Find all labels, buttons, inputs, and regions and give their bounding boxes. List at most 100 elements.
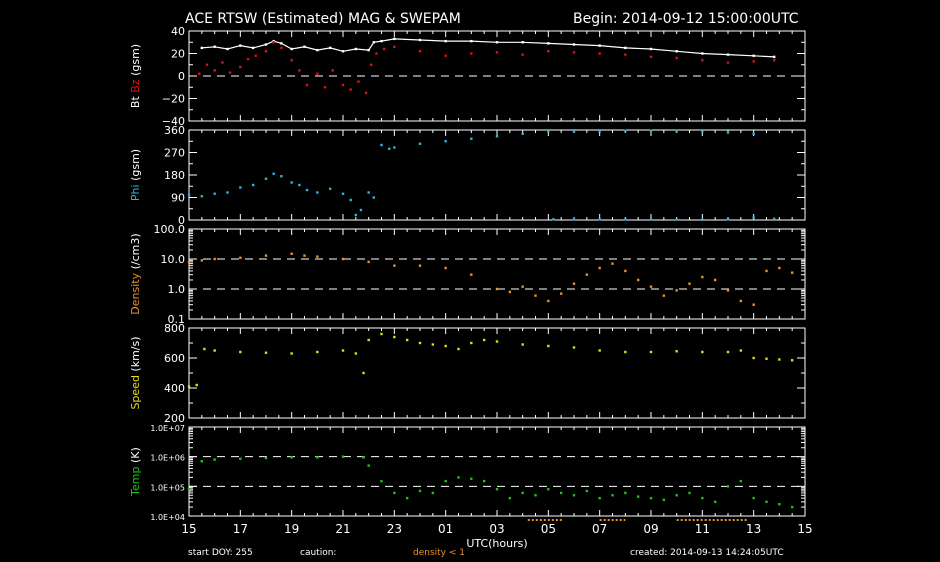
phi-phi-point <box>372 196 375 199</box>
panel-mag: 40 20 0 −20 −40 Bt Bz (gsm) <box>129 25 806 128</box>
chart-title: ACE RTSW (Estimated) MAG & SWEPAM <box>185 11 461 27</box>
density-density-point <box>726 289 730 292</box>
phi-phi-point <box>251 183 255 187</box>
temp-temp-point <box>431 491 435 495</box>
temp-temp-point <box>264 456 268 460</box>
mag-bz-point <box>272 41 275 44</box>
density-density-point <box>290 252 293 255</box>
speed-speed-point <box>701 350 704 354</box>
temp-y-tick-label: 1.0E+06 <box>150 454 185 463</box>
mag-y-tick-label: 0 <box>178 70 185 83</box>
mag-bt-point <box>303 45 306 48</box>
mag-y-tick-label: 40 <box>171 25 185 38</box>
phi-phi-point <box>354 213 358 217</box>
mag-bt-point <box>372 41 375 44</box>
density-density-point <box>495 287 499 291</box>
density-y-label-part: (/cm3) <box>129 233 142 273</box>
mag-bz-point <box>649 55 653 59</box>
phi-phi-point <box>675 218 678 221</box>
mag-bz-point <box>213 69 216 72</box>
mag-bt-point <box>418 38 422 42</box>
phi-phi-point <box>649 218 653 221</box>
panel-density: 100.0 10.0 1.0 0.1 Density (/cm3) <box>129 223 806 326</box>
mag-bt-point <box>354 47 358 51</box>
phi-phi-point <box>290 181 293 184</box>
mag-bt-point <box>213 45 216 48</box>
temp-temp-point <box>418 489 422 493</box>
phi-frame <box>188 129 806 221</box>
mag-bt-point <box>572 43 576 46</box>
temp-temp-point <box>739 479 743 483</box>
mag-bz-point <box>198 72 201 75</box>
phi-phi-point <box>726 218 730 221</box>
mag-bz-point <box>364 91 368 95</box>
mag-bt-point <box>752 54 755 57</box>
density-density-point <box>701 275 704 279</box>
density-density-point <box>239 256 242 259</box>
density-density-point <box>765 269 768 273</box>
temp-temp-point <box>765 500 768 504</box>
temp-temp-point <box>598 496 601 500</box>
speed-speed-point <box>405 338 409 342</box>
density-density-point <box>624 269 627 273</box>
speed-speed-point <box>354 352 358 355</box>
density-density-point <box>675 289 678 292</box>
speed-speed-point <box>482 338 486 342</box>
density-y-axis-label: Density (/cm3) <box>129 233 142 314</box>
mag-bz-point <box>357 80 360 83</box>
mag-bz-point <box>495 51 499 54</box>
temp-temp-point <box>213 458 216 461</box>
mag-y-tick-label: −20 <box>162 93 185 106</box>
phi-phi-point <box>624 218 627 221</box>
phi-phi-point <box>187 193 191 197</box>
mag-bz-point <box>228 71 232 74</box>
temp-temp-point <box>362 456 365 459</box>
phi-y-label-part: Phi <box>129 184 142 201</box>
speed-speed-point <box>264 351 268 354</box>
temp-y-tick-label: 1.0E+07 <box>150 424 185 433</box>
density-density-point <box>790 271 794 274</box>
mag-y-label-part: Bt <box>129 96 142 109</box>
temp-temp-point <box>444 479 447 483</box>
mag-bz-point <box>418 50 422 53</box>
temp-temp-point <box>495 488 499 491</box>
x-axis-label: UTC(hours) <box>466 537 527 550</box>
temp-temp-point <box>239 457 242 460</box>
mag-bt-line <box>201 38 775 58</box>
phi-phi-point <box>598 218 601 221</box>
phi-phi-point <box>349 198 352 202</box>
density-density-point <box>200 259 204 262</box>
speed-speed-point <box>187 385 191 388</box>
temp-temp-point <box>380 479 383 483</box>
mag-y-tick-label: 20 <box>171 48 185 61</box>
mag-bz-point <box>341 83 345 87</box>
mag-bz-point <box>624 53 627 56</box>
caution-label: caution: <box>300 548 337 558</box>
speed-y-axis-label: Speed (km/s) <box>129 336 142 409</box>
speed-speed-point <box>341 349 345 352</box>
phi-phi-point <box>521 132 524 135</box>
density-density-point <box>367 260 370 264</box>
temp-temp-point <box>200 460 204 463</box>
temp-temp-point <box>624 491 627 495</box>
mag-bz-point <box>444 54 447 57</box>
temp-temp-point <box>649 496 653 500</box>
speed-speed-point <box>444 344 447 348</box>
speed-y-label-part: Speed <box>129 375 142 409</box>
temp-temp-point <box>508 496 512 500</box>
phi-phi-point <box>572 130 576 133</box>
density-density-point <box>534 294 537 297</box>
phi-phi-point <box>701 218 704 221</box>
density-density-point <box>649 285 653 288</box>
density-density-point <box>739 299 743 303</box>
mag-bt-point <box>649 47 653 51</box>
mag-bt-point <box>316 48 319 52</box>
temp-temp-point <box>752 496 755 500</box>
temp-temp-point <box>187 488 191 491</box>
phi-phi-point <box>598 130 601 133</box>
density-density-point <box>418 264 422 267</box>
temp-temp-point <box>559 491 563 495</box>
density-density-point <box>778 266 781 270</box>
phi-y-tick-label: 0 <box>178 214 185 227</box>
